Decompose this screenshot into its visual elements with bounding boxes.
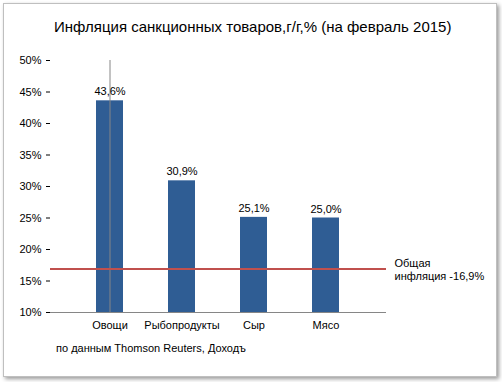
svg-text:15%: 15% [19,275,41,287]
svg-text:Мясо: Мясо [313,319,340,331]
svg-text:50%: 50% [19,54,41,66]
svg-text:20%: 20% [19,243,41,255]
svg-text:43,6%: 43,6% [94,85,125,97]
svg-text:25,0%: 25,0% [310,203,341,215]
svg-text:Рыбопродукты: Рыбопродукты [144,319,220,331]
html-text:по данным Thomson Reuters, Дох: по данным Thomson Reuters, Доходъ [56,342,246,354]
svg-text:25%: 25% [19,212,41,224]
svg-text:25,1%: 25,1% [238,202,269,214]
svg-text:10%: 10% [19,306,41,318]
svg-text:Овощи: Овощи [92,319,128,331]
svg-text:45%: 45% [19,86,41,98]
svg-text:35%: 35% [19,149,41,161]
svg-text:30%: 30% [19,180,41,192]
svg-text:40%: 40% [19,117,41,129]
html-text:Инфляция санкционных товаров,г: Инфляция санкционных товаров,г/г,% (на ф… [54,18,452,35]
svg-text:Сыр: Сыр [243,319,265,331]
svg-text:Общаяинфляция -16,9%: Общаяинфляция -16,9% [395,257,485,283]
svg-text:30,9%: 30,9% [166,165,197,177]
